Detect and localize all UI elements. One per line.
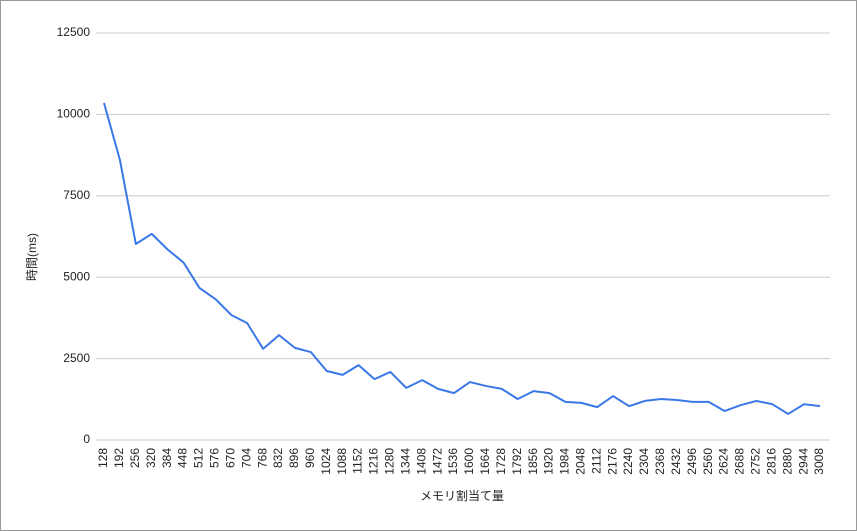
x-tick-label: 896 (287, 448, 301, 468)
x-tick-label: 1664 (478, 448, 492, 475)
x-tick-label: 2048 (574, 448, 588, 475)
x-tick-label: 2688 (733, 448, 747, 475)
y-tick-label: 10000 (57, 107, 91, 121)
x-tick-label: 320 (144, 448, 158, 468)
x-tick-label: 512 (192, 448, 206, 468)
x-axis-title: メモリ割当て量 (420, 488, 504, 503)
x-tick-label: 1536 (446, 448, 460, 475)
x-tick-label: 448 (176, 448, 190, 468)
x-tick-label: 1792 (510, 448, 524, 475)
x-tick-label: 2880 (780, 448, 794, 475)
y-tick-label: 2500 (63, 351, 90, 365)
x-tick-label: 2752 (749, 448, 763, 475)
y-tick-label: 7500 (63, 188, 90, 202)
x-tick-label: 3008 (812, 448, 826, 475)
x-tick-label: 1152 (351, 448, 365, 474)
x-tick-label: 1600 (462, 448, 476, 475)
x-tick-label: 1472 (430, 448, 444, 475)
x-tick-label: 2944 (796, 448, 810, 475)
x-tick-label: 832 (271, 448, 285, 468)
x-tick-label: 704 (239, 448, 253, 468)
x-tick-label: 2240 (621, 448, 635, 475)
x-tick-label: 2816 (764, 448, 778, 475)
x-tick-label: 576 (208, 448, 222, 468)
x-tick-label: 1024 (319, 448, 333, 475)
x-tick-label: 1728 (494, 448, 508, 475)
y-tick-label: 5000 (63, 269, 90, 283)
x-tick-label: 192 (112, 448, 126, 468)
y-axis-title: 時間(ms) (25, 233, 39, 281)
x-tick-label: 1088 (335, 448, 349, 475)
x-tick-label: 1280 (383, 448, 397, 475)
x-tick-label: 2368 (653, 448, 667, 475)
x-tick-label: 2624 (717, 448, 731, 475)
y-tick-label: 12500 (57, 25, 91, 39)
x-tick-label: 670 (223, 448, 237, 468)
x-tick-label: 1216 (367, 448, 381, 475)
x-tick-label: 1920 (542, 448, 556, 475)
x-tick-label: 960 (303, 448, 317, 468)
x-tick-label: 1856 (526, 448, 540, 475)
x-tick-label: 128 (96, 448, 110, 468)
x-tick-label: 2112 (589, 448, 603, 474)
x-tick-label: 2304 (637, 448, 651, 475)
data-line (103, 102, 821, 415)
x-tick-label: 1408 (414, 448, 428, 475)
x-tick-label: 2496 (685, 448, 699, 475)
x-tick-label: 256 (128, 448, 142, 468)
x-tick-label: 1984 (558, 448, 572, 475)
x-tick-label: 1344 (398, 448, 412, 475)
x-tick-label: 384 (160, 448, 174, 468)
x-tick-label: 2432 (669, 448, 683, 475)
x-tick-label: 2176 (605, 448, 619, 475)
x-tick-label: 2560 (701, 448, 715, 475)
y-tick-label: 0 (83, 432, 90, 446)
x-tick-label: 768 (255, 448, 269, 468)
